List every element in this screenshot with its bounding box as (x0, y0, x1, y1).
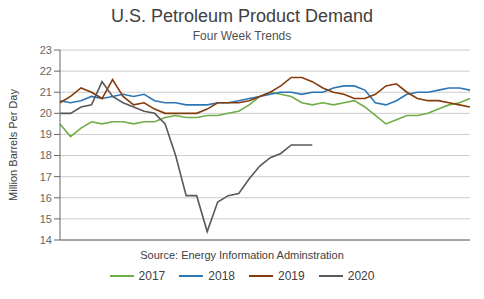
svg-text:16: 16 (40, 192, 52, 204)
svg-text:21: 21 (40, 86, 52, 98)
svg-text:17: 17 (40, 171, 52, 183)
html-text:Source: Energy Information Adm: Source: Energy Information Adminstration (140, 249, 344, 261)
svg-text:18: 18 (40, 149, 52, 161)
svg-text:15: 15 (40, 213, 52, 225)
svg-text:20: 20 (40, 107, 52, 119)
svg-text:Million Barrels Per Day: Million Barrels Per Day (8, 89, 19, 201)
html-text:Four Week Trends: Four Week Trends (192, 29, 292, 43)
svg-text:14: 14 (40, 234, 52, 244)
html-text:2017: 2017 (138, 269, 166, 283)
svg-text:22: 22 (40, 65, 52, 77)
svg-text:19: 19 (40, 128, 52, 140)
html-text:2018: 2018 (208, 269, 235, 283)
svg-text:23: 23 (40, 44, 52, 56)
html-text:2019: 2019 (278, 269, 305, 283)
html-text:U.S. Petroleum Product Demand: U.S. Petroleum Product Demand (110, 6, 374, 26)
html-text:2020: 2020 (347, 269, 375, 283)
